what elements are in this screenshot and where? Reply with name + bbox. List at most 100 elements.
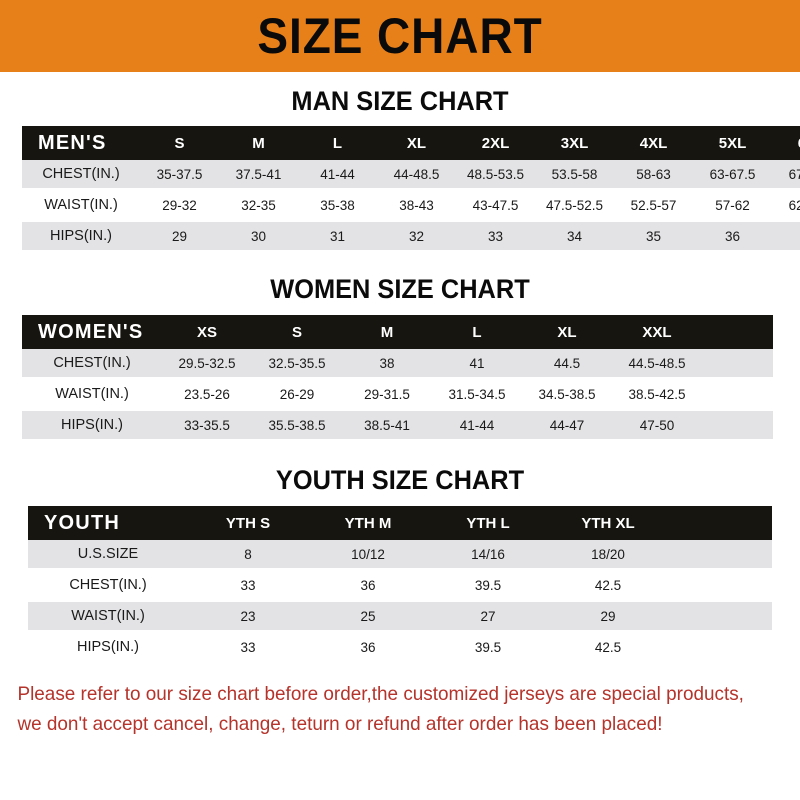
measurement-cell: 62-66.5 bbox=[788, 197, 800, 213]
women-size-column-header: XXL bbox=[642, 323, 672, 341]
youth-section-title: YOUTH SIZE CHART bbox=[275, 465, 525, 495]
men-section-title: MAN SIZE CHART bbox=[291, 86, 509, 116]
women-size-column-header: XL bbox=[557, 323, 577, 341]
row-measure-label: CHEST(IN.) bbox=[42, 166, 120, 182]
table-row: CHEST(IN.) 33 36 39.5 42.5 bbox=[28, 571, 772, 599]
measurement-cell: 36 bbox=[360, 577, 376, 593]
measurement-cell: 63-67.5 bbox=[709, 166, 756, 182]
measurement-cell: 44.5 bbox=[553, 355, 581, 371]
measurement-cell: 23.5-26 bbox=[184, 386, 230, 402]
row-measure-label: HIPS(IN.) bbox=[76, 639, 140, 655]
men-size-column-header: XL bbox=[406, 134, 427, 152]
row-divider bbox=[22, 408, 773, 411]
youth-header-blank-cell bbox=[668, 506, 772, 540]
measurement-cell: 35.5-38.5 bbox=[268, 417, 326, 433]
row-measure-label: CHEST(IN.) bbox=[69, 577, 147, 593]
measurement-cell: 38-43 bbox=[399, 197, 434, 213]
measurement-cell: 41 bbox=[469, 355, 485, 371]
youth-table-header-label: YOUTH bbox=[44, 511, 120, 534]
measurement-cell: 8 bbox=[244, 546, 252, 562]
measurement-cell: 41-44 bbox=[459, 417, 495, 433]
table-row: WAIST(IN.) 29-32 32-35 35-38 38-43 43-47.5 47.… bbox=[22, 191, 800, 219]
measurement-cell: 31.5-34.5 bbox=[448, 386, 506, 402]
women-size-column-header: XS bbox=[196, 323, 217, 341]
men-size-column-header: 6XL bbox=[772, 126, 800, 160]
measurement-cell: 57-62 bbox=[715, 197, 750, 213]
measurement-cell: 33 bbox=[240, 639, 256, 655]
men-size-table: MEN'S S M L XL 2XL 3XL 4XL 5XL 6XL CHEST(IN.) 35-37… bbox=[22, 126, 800, 250]
measurement-cell: 33 bbox=[240, 577, 256, 593]
row-divider bbox=[22, 377, 773, 380]
youth-size-table: YOUTH YTH S YTH M YTH L YTH XL U.S.SIZE 8 10/12… bbox=[28, 506, 772, 661]
row-blank-cell bbox=[668, 633, 772, 661]
measurement-cell: 30 bbox=[250, 228, 267, 244]
men-size-column-header: 2XL bbox=[481, 134, 510, 152]
measurement-cell: 48.5-53.5 bbox=[466, 166, 525, 182]
men-size-column-header: L bbox=[332, 134, 343, 152]
measurement-cell: 36 bbox=[724, 228, 741, 244]
measurement-cell: 34 bbox=[566, 228, 583, 244]
women-header-blank-cell bbox=[702, 315, 773, 349]
measurement-cell: 35-38 bbox=[320, 197, 355, 213]
measurement-cell: 32-35 bbox=[241, 197, 276, 213]
measurement-cell: 53.5-58 bbox=[551, 166, 598, 182]
measurement-cell: 39.5 bbox=[474, 577, 502, 593]
row-measure-label: WAIST(IN.) bbox=[71, 608, 145, 624]
measurement-cell: 23 bbox=[240, 608, 256, 624]
measurement-cell: 38 bbox=[379, 355, 395, 371]
men-size-column-header: 3XL bbox=[560, 134, 589, 152]
measurement-cell: 33-35.5 bbox=[184, 417, 230, 433]
measurement-cell: 47-50 bbox=[639, 417, 675, 433]
youth-size-column-header: YTH M bbox=[344, 514, 392, 532]
women-table-header-label: WOMEN'S bbox=[38, 320, 144, 343]
measurement-cell: 29 bbox=[600, 608, 616, 624]
row-measure-label: U.S.SIZE bbox=[77, 546, 139, 562]
men-size-column-header: 4XL bbox=[639, 134, 668, 152]
women-section-title: WOMEN SIZE CHART bbox=[270, 274, 530, 304]
row-divider bbox=[28, 599, 772, 602]
row-divider bbox=[28, 630, 772, 633]
row-blank-cell bbox=[668, 602, 772, 630]
women-size-column-header: S bbox=[291, 323, 302, 341]
men-size-column-header: 5XL bbox=[718, 134, 747, 152]
row-blank-cell bbox=[668, 540, 772, 568]
measurement-cell: 18/20 bbox=[591, 546, 625, 562]
order-policy-line-2: we don't accept cancel, change, teturn o… bbox=[17, 713, 663, 736]
measurement-cell: 44-48.5 bbox=[393, 166, 440, 182]
measurement-cell: 26-29 bbox=[279, 386, 315, 402]
measurement-cell: 29-32 bbox=[162, 197, 197, 213]
measurement-cell: 41-44 bbox=[320, 166, 355, 182]
measurement-cell: 43-47.5 bbox=[472, 197, 519, 213]
measurement-cell: 42.5 bbox=[594, 639, 622, 655]
men-size-column-header: M bbox=[252, 134, 265, 152]
women-size-column-header: L bbox=[472, 323, 482, 341]
youth-size-column-header: YTH L bbox=[466, 514, 510, 532]
row-measure-label: WAIST(IN.) bbox=[44, 197, 118, 213]
men-table-header-label: MEN'S bbox=[38, 131, 107, 154]
row-blank-cell bbox=[668, 571, 772, 599]
table-row: HIPS(IN.) 33 36 39.5 42.5 bbox=[28, 633, 772, 661]
order-policy-line-1: Please refer to our size chart before or… bbox=[17, 683, 744, 705]
measurement-cell: 36 bbox=[360, 639, 376, 655]
women-table-header-row: WOMEN'S XS S M L XL XXL bbox=[22, 315, 773, 349]
table-row: CHEST(IN.) 29.5-32.5 32.5-35.5 38 41 44.5 44.5… bbox=[22, 349, 773, 377]
page-title: SIZE CHART bbox=[257, 8, 543, 64]
row-blank-cell bbox=[702, 349, 773, 377]
measurement-cell: 25 bbox=[360, 608, 376, 624]
measurement-cell: 35 bbox=[645, 228, 662, 244]
youth-size-column-header: YTH XL bbox=[581, 514, 635, 532]
measurement-cell: 38.5-41 bbox=[364, 417, 410, 433]
row-measure-label: WAIST(IN.) bbox=[55, 386, 129, 402]
row-measure-label: CHEST(IN.) bbox=[53, 355, 131, 371]
table-row: CHEST(IN.) 35-37.5 37.5-41 41-44 44-48.5 48.5… bbox=[22, 160, 800, 188]
measurement-cell: 67.5-72 bbox=[788, 166, 800, 182]
measurement-cell: 29 bbox=[171, 228, 188, 244]
row-divider bbox=[28, 568, 772, 571]
row-measure-label: HIPS(IN.) bbox=[60, 417, 124, 433]
women-size-section: WOMEN SIZE CHART WOMEN'S XS S M L XL XXL CHEST(… bbox=[0, 274, 800, 439]
measurement-cell: 34.5-38.5 bbox=[538, 386, 596, 402]
row-divider bbox=[22, 219, 800, 222]
measurement-cell: 44.5-48.5 bbox=[628, 355, 686, 371]
measurement-cell: 35-37.5 bbox=[156, 166, 203, 182]
row-divider bbox=[22, 188, 800, 191]
